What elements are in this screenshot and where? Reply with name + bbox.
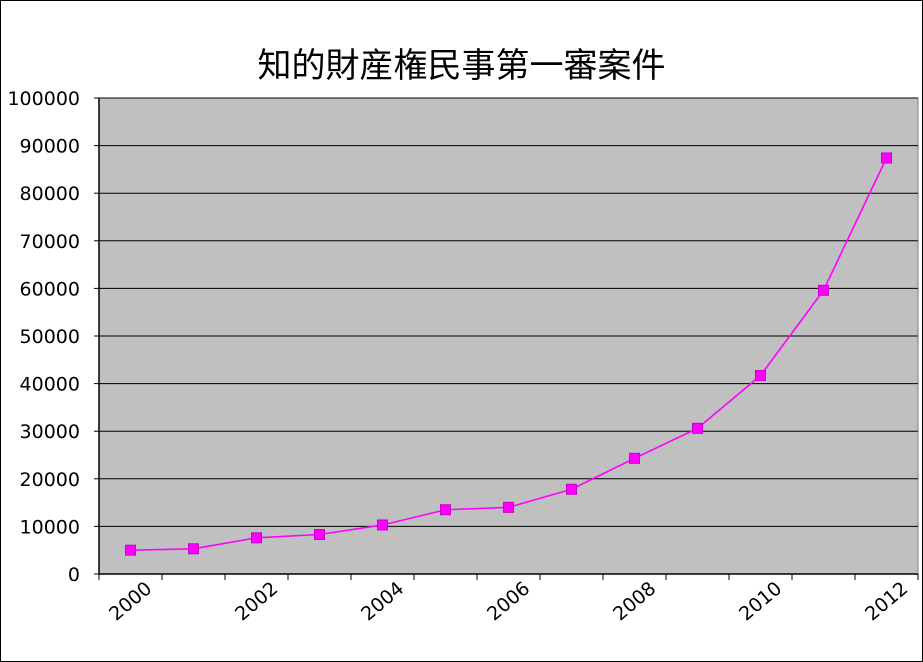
y-tick-label: 90000 [20,136,80,158]
x-ticks: 2000 2002 2004 2006 2008 2010 2012 [98,574,919,625]
data-point-marker [755,370,766,382]
y-tick-label: 60000 [20,278,80,300]
y-tick-label: 30000 [20,421,80,443]
y-tick-label: 40000 [20,374,80,396]
series-markers [125,152,892,556]
data-point-marker [125,544,136,556]
x-tick-label: 2004 [357,577,408,625]
data-point-marker [314,528,325,540]
x-tick-label: 2008 [609,577,660,625]
y-tick-label: 80000 [20,183,80,205]
y-tick-label: 100000 [7,88,80,110]
y-tick-label: 0 [68,564,80,586]
y-tick-label: 70000 [20,231,80,253]
data-point-marker [629,452,640,464]
x-tick-label: 2006 [483,577,534,625]
y-tick-label: 10000 [20,516,80,538]
data-point-marker [377,519,388,531]
data-point-marker [503,501,514,513]
x-tick-label: 2002 [231,577,282,625]
x-tick-label: 2000 [105,577,156,625]
data-point-marker [818,284,829,296]
x-tick-label: 2010 [735,577,786,625]
data-point-marker [251,532,262,544]
data-point-marker [440,504,451,516]
x-tick-label: 2012 [861,577,912,625]
y-tick-label: 50000 [20,326,80,348]
grid-lines [99,97,918,527]
y-ticks: 0 10000 20000 30000 40000 50000 60000 70000 8000… [7,88,99,586]
y-tick-label: 20000 [20,469,80,491]
data-point-marker [692,422,703,434]
data-point-marker [881,152,892,164]
data-point-marker [566,483,577,495]
data-point-marker [188,543,199,555]
chart-title: 知的財産権民事第一審案件 [257,46,666,86]
